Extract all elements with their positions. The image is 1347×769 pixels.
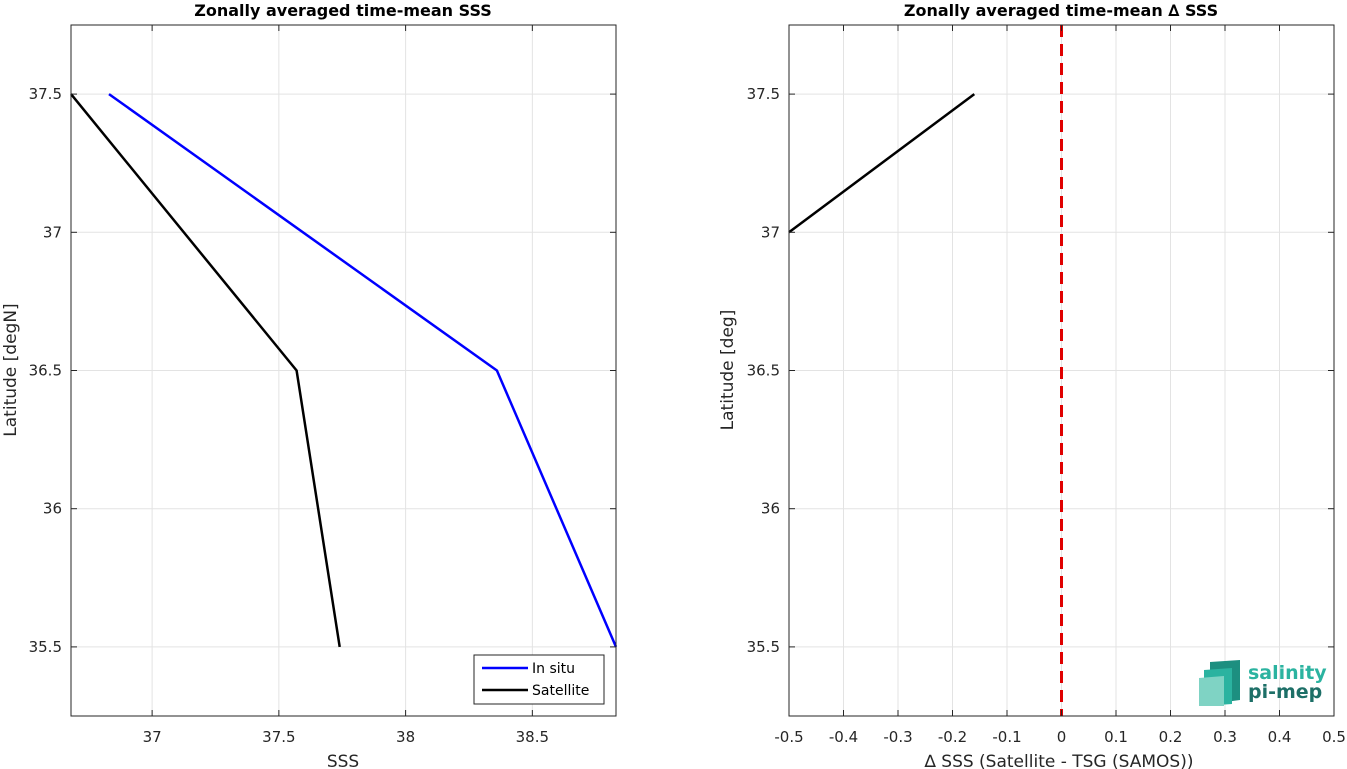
left-chart-panel: 37 37.5 38 38.5 35.5 36 36.5 37 37.5 Zonally ave… (1, 1, 618, 769)
right-x-axis-label: ∆ SSS (Satellite - TSG (SAMOS)) (924, 752, 1194, 769)
left-series-line-in-situ (108, 93, 618, 648)
legend-box (473, 654, 605, 705)
logo-text-salinity: salinity (1248, 662, 1327, 684)
right-x-tick-label: 0.3 (1213, 728, 1237, 746)
right-x-tick-label: -0.5 (774, 728, 803, 746)
left-y-tick-label: 37.5 (29, 85, 62, 103)
right-x-tick-label: 0.1 (1104, 728, 1128, 746)
legend-satellite-label: Satellite (532, 683, 589, 699)
right-x-tick-label: 0 (1057, 728, 1067, 746)
left-series-group (70, 93, 618, 648)
right-chart-title: Zonally averaged time-mean ∆ SSS (904, 1, 1218, 20)
left-x-tick-label: 37.5 (262, 728, 295, 746)
left-x-axis-label: SSS (327, 752, 359, 769)
right-series-line-delta (788, 93, 976, 234)
right-y-tick-label: 37 (761, 223, 780, 241)
right-y-tick-label: 37.5 (747, 85, 780, 103)
salinity-pi-mep-logo: salinity pi-mep (1199, 660, 1327, 706)
left-y-tick-label: 36 (43, 500, 62, 518)
right-ticks: -0.5 -0.4 -0.3 -0.2 -0.1 0 0.1 0.2 0.3 0.4 0.5 35.5… (747, 25, 1346, 746)
right-y-axis-label: Latitude [deg] (718, 310, 738, 431)
left-y-axis-label: Latitude [degN] (1, 303, 21, 436)
left-y-tick-label: 36.5 (29, 362, 62, 380)
right-x-tick-label: -0.4 (829, 728, 858, 746)
left-x-tick-label: 38.5 (516, 728, 549, 746)
right-x-tick-label: 0.4 (1268, 728, 1292, 746)
right-y-tick-label: 36 (761, 500, 780, 518)
legend-in-situ-label: In situ (532, 661, 575, 677)
logo-mark-front (1199, 676, 1224, 706)
left-ticks: 37 37.5 38 38.5 35.5 36 36.5 37 37.5 (29, 25, 616, 746)
legend: In situ Satellite (473, 654, 605, 705)
left-x-tick-label: 38 (396, 728, 415, 746)
left-x-tick-label: 37 (143, 728, 162, 746)
right-x-tick-label: 0.2 (1159, 728, 1183, 746)
left-grid (71, 25, 616, 716)
right-x-tick-label: -0.3 (883, 728, 912, 746)
left-y-tick-label: 35.5 (29, 638, 62, 656)
left-series-line-satellite (70, 93, 341, 648)
right-chart-panel: -0.5 -0.4 -0.3 -0.2 -0.1 0 0.1 0.2 0.3 0.4 0.5 35.5… (718, 1, 1346, 769)
right-y-tick-label: 35.5 (747, 638, 780, 656)
logo-text-pi-mep: pi-mep (1248, 681, 1322, 703)
right-y-tick-label: 36.5 (747, 362, 780, 380)
left-y-tick-label: 37 (43, 223, 62, 241)
right-x-tick-label: -0.1 (992, 728, 1021, 746)
right-x-tick-label: 0.5 (1322, 728, 1346, 746)
right-x-tick-label: -0.2 (938, 728, 967, 746)
left-chart-title: Zonally averaged time-mean SSS (194, 1, 492, 20)
right-series-group (788, 25, 1063, 716)
